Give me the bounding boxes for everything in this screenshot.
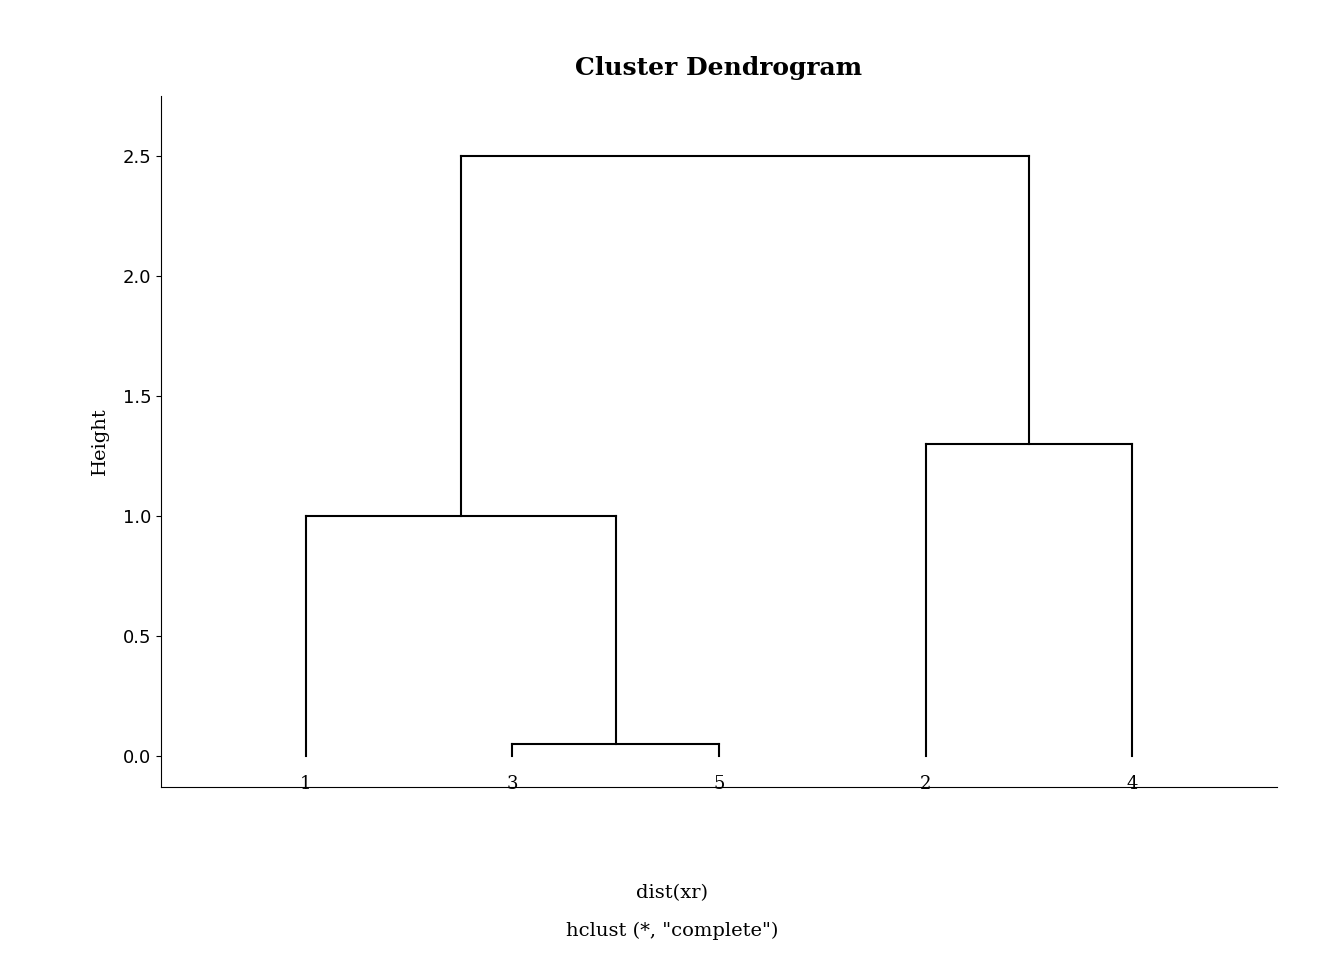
Text: 3: 3 bbox=[507, 776, 519, 793]
Title: Cluster Dendrogram: Cluster Dendrogram bbox=[575, 57, 863, 81]
Text: 5: 5 bbox=[714, 776, 724, 793]
Text: 2: 2 bbox=[919, 776, 931, 793]
Text: hclust (*, "complete"): hclust (*, "complete") bbox=[566, 922, 778, 941]
Text: 1: 1 bbox=[300, 776, 312, 793]
Text: 4: 4 bbox=[1126, 776, 1138, 793]
Text: dist(xr): dist(xr) bbox=[636, 884, 708, 901]
Y-axis label: Height: Height bbox=[91, 408, 109, 475]
